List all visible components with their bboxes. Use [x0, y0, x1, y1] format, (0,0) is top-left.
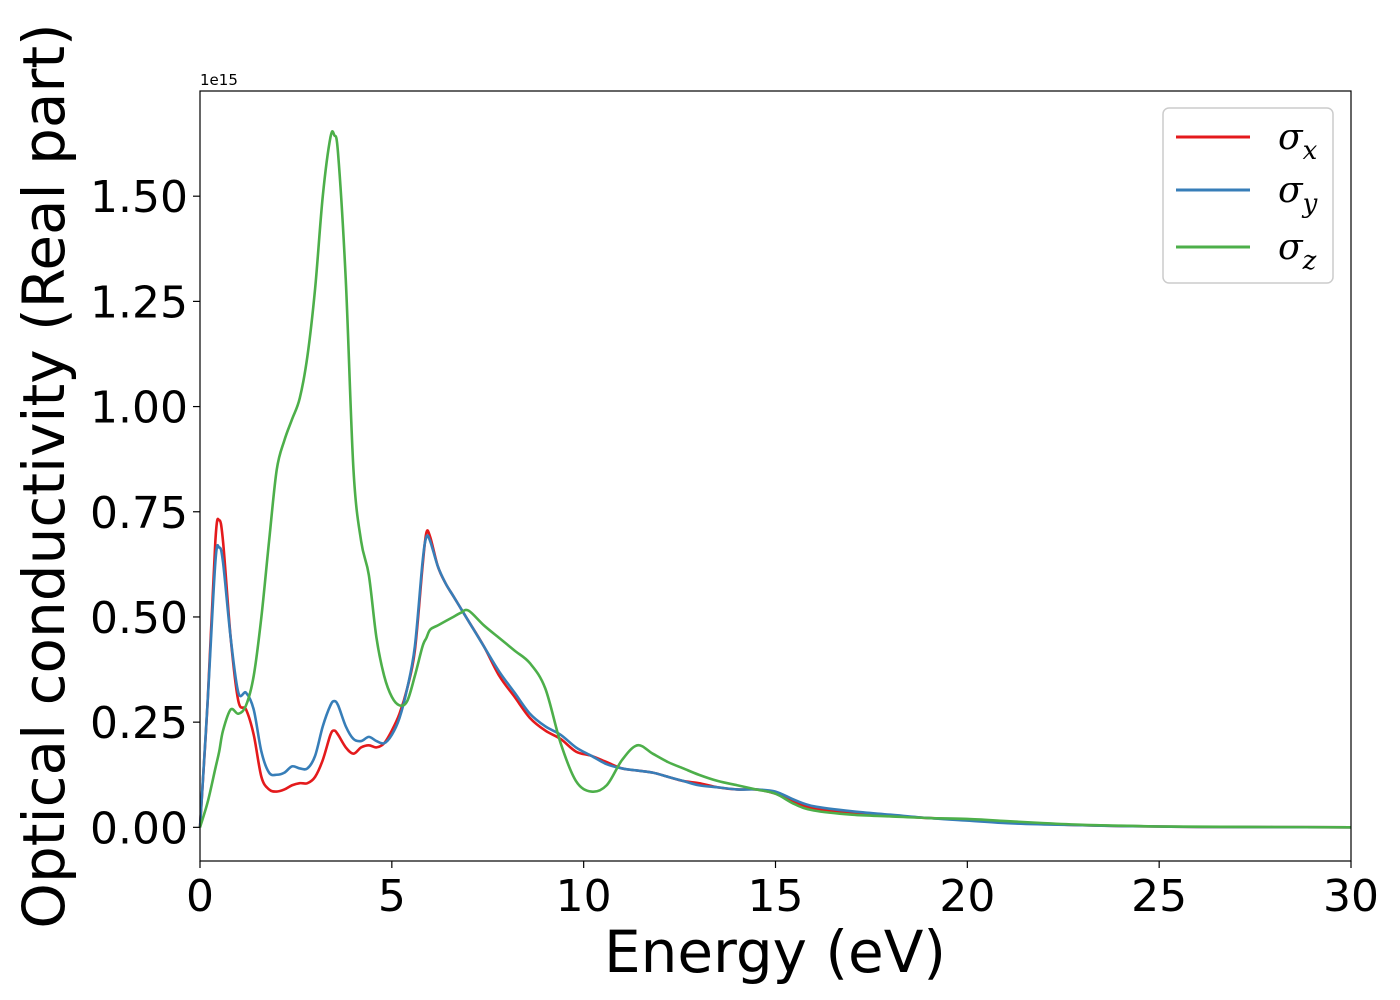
legend-label-sigma-y: σy — [1278, 170, 1318, 219]
y-axis-label: Optical conductivity (Real part) — [10, 23, 78, 928]
y-axis-ticks: 0.00 0.25 0.50 0.75 1.00 1.25 1.50 — [90, 172, 200, 854]
legend-box — [1162, 107, 1334, 284]
legend-label-sigma-x: σx — [1278, 117, 1318, 166]
y-offset-text: 1e15 — [200, 71, 238, 89]
x-axis-label: Energy (eV) — [604, 918, 946, 986]
series-line-sigma-z — [198, 130, 1352, 829]
x-tick-label: 25 — [1131, 871, 1187, 922]
x-axis-ticks: 0 5 10 15 20 25 30 — [186, 861, 1379, 922]
y-tick-label: 1.25 — [90, 277, 188, 328]
x-tick-label: 0 — [186, 871, 214, 922]
y-tick-label: 0.75 — [90, 488, 188, 539]
series-line-sigma-y — [198, 534, 1352, 829]
y-tick-label: 0.25 — [90, 698, 188, 749]
x-tick-label: 15 — [748, 871, 804, 922]
y-tick-label: 0.00 — [90, 803, 188, 854]
legend: σx σy σz — [1162, 107, 1334, 284]
y-tick-label: 0.50 — [90, 593, 188, 644]
y-tick-label: 1.00 — [90, 383, 188, 434]
legend-label-sigma-z: σz — [1278, 227, 1317, 276]
x-tick-label: 10 — [556, 871, 612, 922]
x-tick-label: 5 — [378, 871, 406, 922]
x-tick-label: 30 — [1323, 871, 1379, 922]
series-layer — [198, 130, 1352, 829]
x-tick-label: 20 — [939, 871, 995, 922]
y-tick-label: 1.50 — [90, 172, 188, 223]
